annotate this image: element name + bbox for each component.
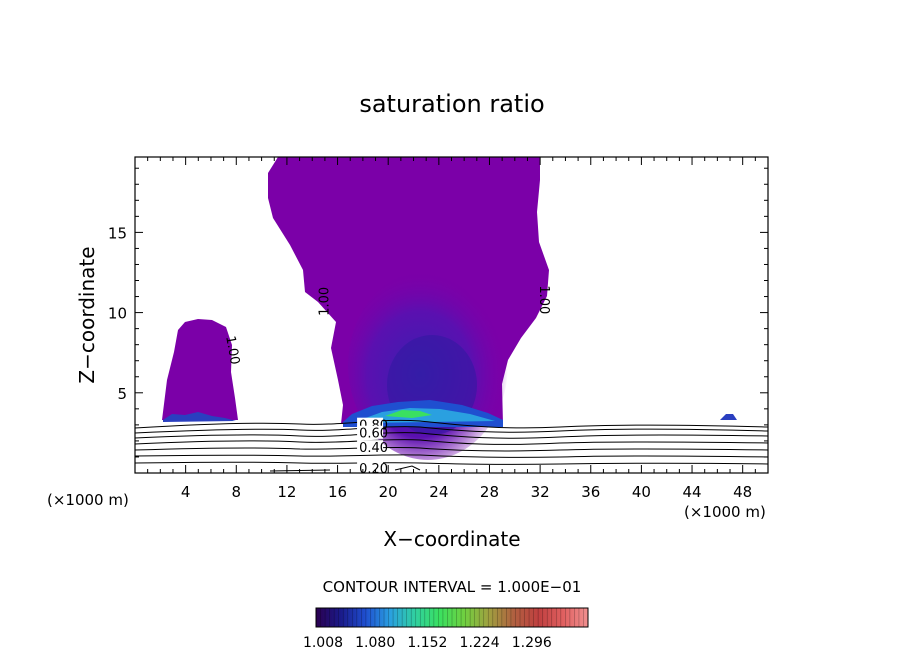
contour-label: 1.00 [536, 285, 551, 314]
colorbar-tick-label: 1.296 [512, 635, 552, 651]
x-tick-label: 4 [181, 483, 191, 501]
y-axis-label: Z−coordinate [75, 246, 99, 383]
colorbar-tick-label: 1.080 [355, 635, 395, 651]
cloud-right-small [720, 414, 737, 420]
chart-title: saturation ratio [359, 90, 544, 118]
contour-label: 0.60 [359, 427, 388, 442]
cloud-left-base [163, 412, 236, 422]
x-unit-right: (×1000 m) [684, 503, 766, 521]
colorbar-ticks: 1.008 1.080 1.152 1.224 1.296 [303, 635, 552, 651]
x-tick-label: 36 [581, 483, 600, 501]
x-unit-left: (×1000 m) [47, 491, 129, 509]
contour-interval: CONTOUR INTERVAL = 1.000E−01 [323, 578, 582, 596]
contour-label-bg [357, 461, 384, 473]
y-tick-label: 5 [117, 385, 127, 403]
x-tick-label: 28 [480, 483, 499, 501]
contour-lines [135, 419, 768, 472]
x-tick-label: 44 [682, 483, 701, 501]
cloud-base-band-green [385, 410, 432, 418]
colorbar [315, 607, 589, 628]
x-tick-label: 16 [328, 483, 347, 501]
x-axis-label: X−coordinate [383, 527, 520, 551]
x-tick-label: 8 [232, 483, 242, 501]
x-tick-label: 32 [531, 483, 550, 501]
contour-label: 1.00 [222, 335, 242, 366]
contour-label-bg [357, 440, 384, 454]
x-tick-label: 24 [429, 483, 448, 501]
x-tick-label: 40 [632, 483, 651, 501]
contour-label: 0.40 [359, 441, 388, 456]
y-tick-label: 10 [108, 305, 127, 323]
contour-label-bg [357, 425, 384, 439]
plot-area: 1.001.001.000.800.600.400.20 [135, 157, 768, 477]
cloud-left [162, 319, 238, 420]
contour-labels: 1.001.001.000.800.600.400.20 [222, 285, 551, 477]
colorbar-tick-label: 1.008 [303, 635, 343, 651]
colorbar-tick-label: 1.152 [407, 635, 447, 651]
colorbar-stripes [320, 608, 584, 627]
x-tick-label: 20 [379, 483, 398, 501]
x-tick-label: 12 [277, 483, 296, 501]
x-tick-label: 48 [733, 483, 752, 501]
y-tick-label: 15 [108, 224, 127, 242]
contour-label: 0.20 [359, 462, 388, 477]
contour-label: 1.00 [318, 287, 333, 316]
colorbar-tick-label: 1.224 [460, 635, 500, 651]
